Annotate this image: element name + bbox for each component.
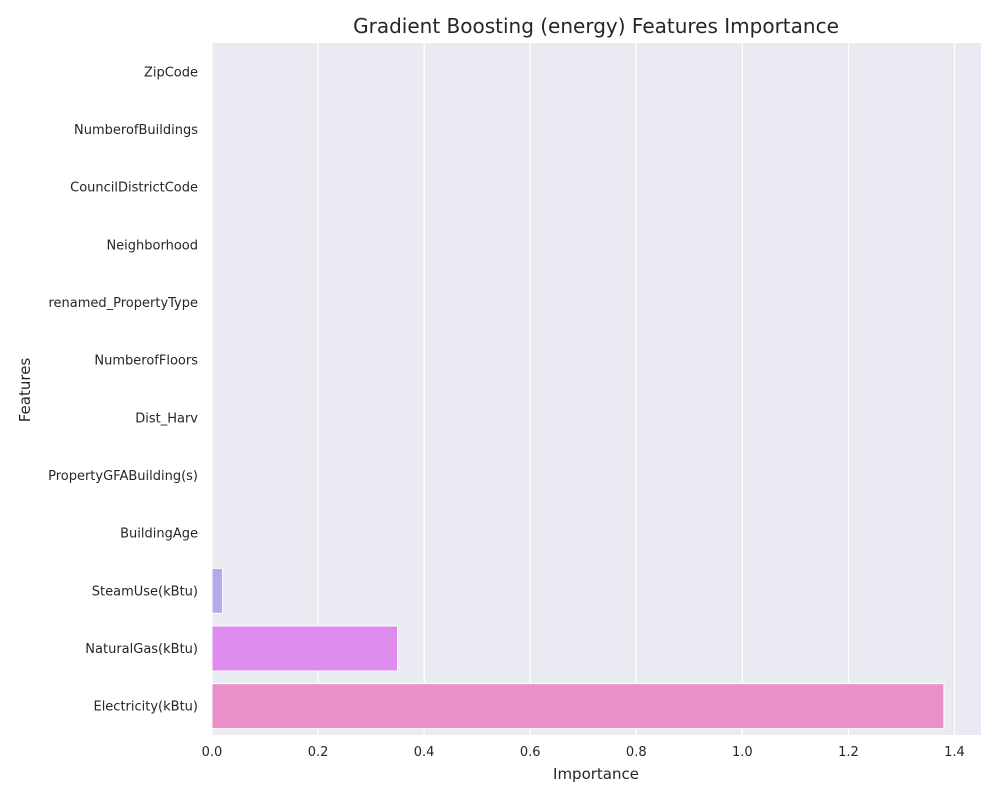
plot-background	[212, 43, 981, 735]
y-tick-label: ZipCode	[144, 65, 198, 80]
bar	[211, 625, 399, 672]
y-tick-label: PropertyGFABuilding(s)	[48, 469, 198, 484]
x-tick-label: 0.6	[520, 745, 541, 760]
y-axis-label: Features	[16, 358, 34, 423]
y-tick-label: NumberofBuildings	[74, 123, 198, 138]
x-tick-label: 1.4	[944, 745, 965, 760]
y-tick-label: renamed_PropertyType	[48, 296, 198, 311]
y-tick-labels: ZipCode NumberofBuildings CouncilDistrictC…	[48, 65, 198, 714]
y-tick-label: Electricity(kBtu)	[93, 700, 198, 715]
x-tick-label: 1.0	[732, 745, 753, 760]
y-tick-label: BuildingAge	[120, 527, 198, 542]
y-tick-label: NaturalGas(kBtu)	[85, 642, 198, 657]
y-tick-label: Dist_Harv	[135, 411, 198, 426]
gridlines	[211, 43, 956, 735]
y-tick-label: SteamUse(kBtu)	[92, 584, 198, 599]
bar	[211, 567, 224, 614]
x-tick-label: 0.2	[308, 745, 329, 760]
bars	[211, 567, 945, 730]
bar	[211, 683, 945, 730]
x-tick-label: 0.0	[202, 745, 223, 760]
y-tick-label: Neighborhood	[106, 238, 198, 253]
chart-title: Gradient Boosting (energy) Features Impo…	[353, 14, 839, 38]
x-tick-label: 1.2	[838, 745, 859, 760]
x-tick-label: 0.8	[626, 745, 647, 760]
x-axis-label: Importance	[553, 765, 639, 783]
x-tick-label: 0.4	[414, 745, 435, 760]
x-tick-labels: 0.0 0.2 0.4 0.6 0.8 1.0 1.2 1.4	[202, 745, 965, 760]
y-tick-label: NumberofFloors	[94, 354, 198, 369]
y-tick-label: CouncilDistrictCode	[70, 181, 198, 196]
